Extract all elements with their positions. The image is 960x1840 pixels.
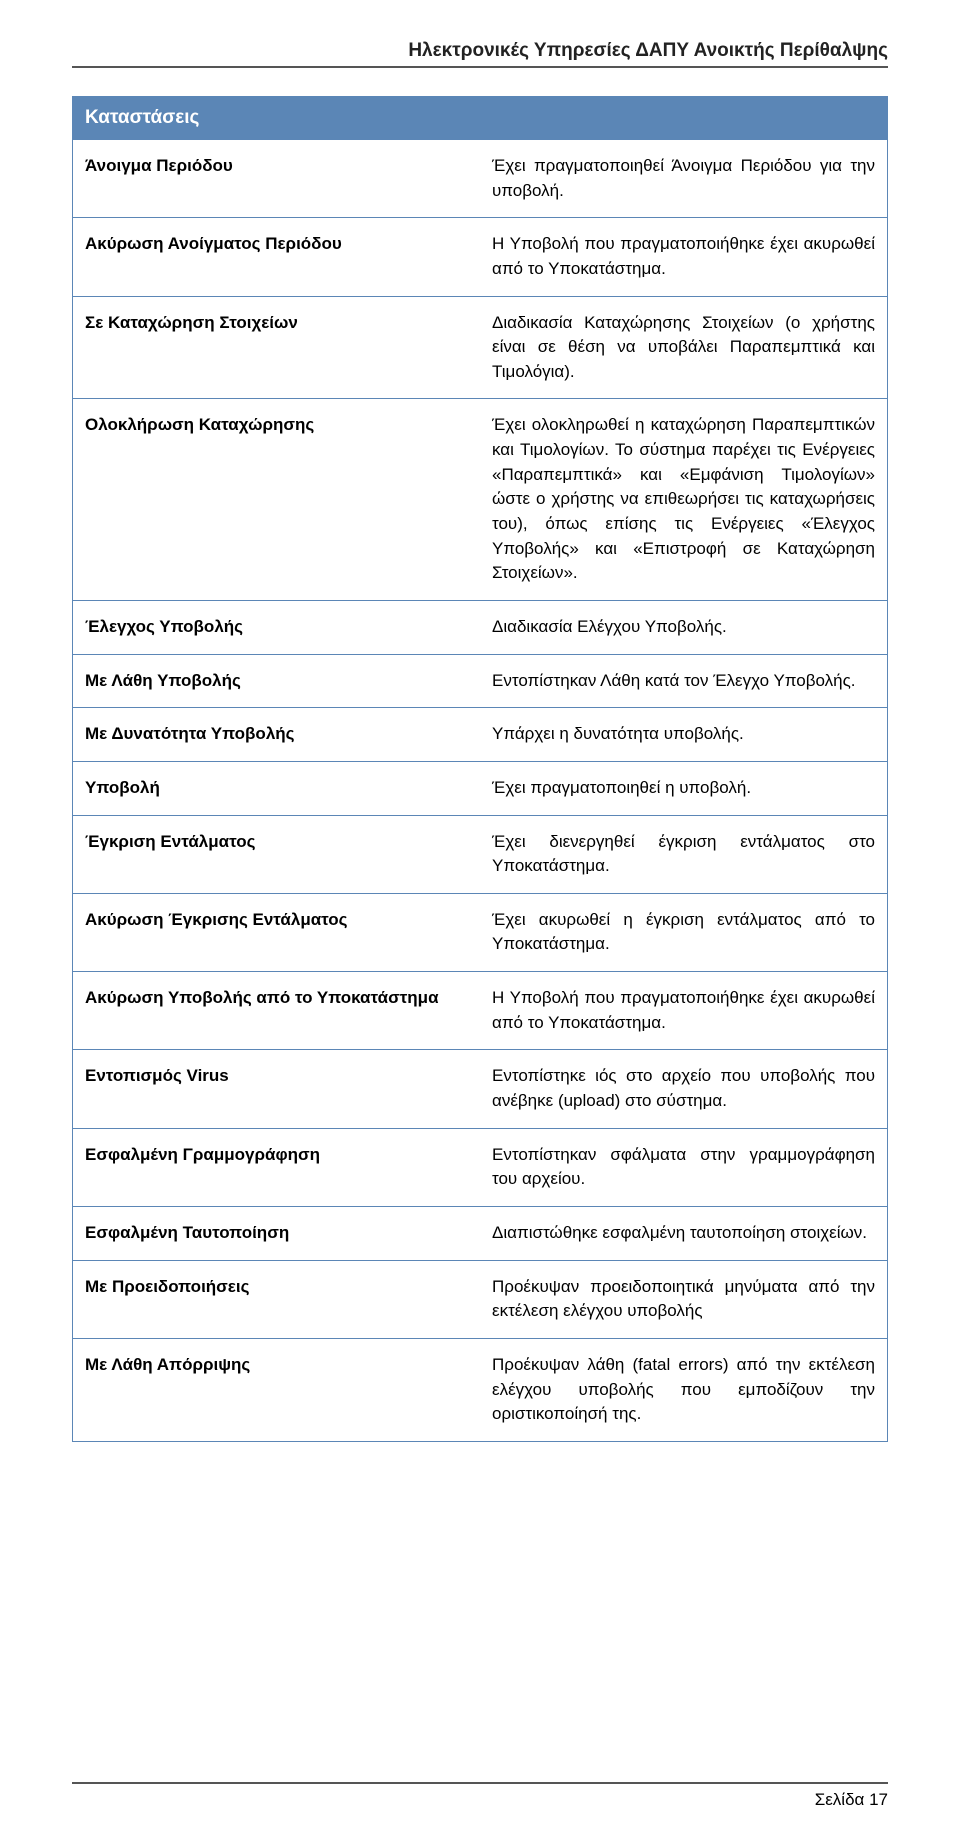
state-term: Έλεγχος Υποβολής xyxy=(73,600,481,654)
table-row: Σε Καταχώρηση ΣτοιχείωνΔιαδικασία Καταχώ… xyxy=(73,296,888,399)
table-row: Ακύρωση Υποβολής από το ΥποκατάστημαΗ Υπ… xyxy=(73,972,888,1050)
state-description: Έχει διενεργηθεί έγκριση εντάλματος στο … xyxy=(480,815,888,893)
page-header-title: Ηλεκτρονικές Υπηρεσίες ΔΑΠΥ Ανοικτής Περ… xyxy=(72,40,888,68)
table-row: Με Λάθη ΑπόρριψηςΠροέκυψαν λάθη (fatal e… xyxy=(73,1338,888,1441)
state-description: Έχει ακυρωθεί η έγκριση εντάλματος από τ… xyxy=(480,893,888,971)
table-row: Έγκριση ΕντάλματοςΈχει διενεργηθεί έγκρι… xyxy=(73,815,888,893)
state-term: Με Προειδοποιήσεις xyxy=(73,1260,481,1338)
state-term: Άνοιγμα Περιόδου xyxy=(73,140,481,218)
state-term: Υποβολή xyxy=(73,761,481,815)
state-description: Η Υποβολή που πραγματοποιήθηκε έχει ακυρ… xyxy=(480,218,888,296)
table-row: ΥποβολήΈχει πραγματοποιηθεί η υποβολή. xyxy=(73,761,888,815)
state-term: Σε Καταχώρηση Στοιχείων xyxy=(73,296,481,399)
table-row: Έλεγχος ΥποβολήςΔιαδικασία Ελέγχου Υποβο… xyxy=(73,600,888,654)
state-term: Εσφαλμένη Γραμμογράφηση xyxy=(73,1128,481,1206)
table-row: Εσφαλμένη ΓραμμογράφησηΕντοπίστηκαν σφάλ… xyxy=(73,1128,888,1206)
state-term: Ακύρωση Υποβολής από το Υποκατάστημα xyxy=(73,972,481,1050)
states-table: Καταστάσεις Άνοιγμα ΠεριόδουΈχει πραγματ… xyxy=(72,96,888,1442)
table-row: Με Δυνατότητα ΥποβολήςΥπάρχει η δυνατότη… xyxy=(73,708,888,762)
state-term: Με Λάθη Υποβολής xyxy=(73,654,481,708)
table-row: Εσφαλμένη ΤαυτοποίησηΔιαπιστώθηκε εσφαλμ… xyxy=(73,1206,888,1260)
state-description: Υπάρχει η δυνατότητα υποβολής. xyxy=(480,708,888,762)
state-description: Διαπιστώθηκε εσφαλμένη ταυτοποίηση στοιχ… xyxy=(480,1206,888,1260)
table-row: Εντοπισμός VirusΕντοπίστηκε ιός στο αρχε… xyxy=(73,1050,888,1128)
state-term: Ολοκλήρωση Καταχώρησης xyxy=(73,399,481,600)
table-row: Ακύρωση Ανοίγματος ΠεριόδουΗ Υποβολή που… xyxy=(73,218,888,296)
state-term: Εσφαλμένη Ταυτοποίηση xyxy=(73,1206,481,1260)
state-description: Προέκυψαν λάθη (fatal errors) από την εκ… xyxy=(480,1338,888,1441)
state-description: Εντοπίστηκαν Λάθη κατά τον Έλεγχο Υποβολ… xyxy=(480,654,888,708)
state-term: Εντοπισμός Virus xyxy=(73,1050,481,1128)
state-description: Έχει ολοκληρωθεί η καταχώρηση Παραπεμπτι… xyxy=(480,399,888,600)
state-description: Διαδικασία Ελέγχου Υποβολής. xyxy=(480,600,888,654)
table-row: Με Λάθη ΥποβολήςΕντοπίστηκαν Λάθη κατά τ… xyxy=(73,654,888,708)
table-row: Άνοιγμα ΠεριόδουΈχει πραγματοποιηθεί Άνο… xyxy=(73,140,888,218)
table-row: Ολοκλήρωση ΚαταχώρησηςΈχει ολοκληρωθεί η… xyxy=(73,399,888,600)
state-description: Έχει πραγματοποιηθεί η υποβολή. xyxy=(480,761,888,815)
state-description: Διαδικασία Καταχώρησης Στοιχείων (ο χρήσ… xyxy=(480,296,888,399)
page-footer-label: Σελίδα 17 xyxy=(72,1782,888,1810)
state-description: Η Υποβολή που πραγματοποιήθηκε έχει ακυρ… xyxy=(480,972,888,1050)
state-term: Έγκριση Εντάλματος xyxy=(73,815,481,893)
state-description: Εντοπίστηκαν σφάλματα στην γραμμογράφηση… xyxy=(480,1128,888,1206)
state-description: Έχει πραγματοποιηθεί Άνοιγμα Περιόδου γι… xyxy=(480,140,888,218)
state-description: Προέκυψαν προειδοποιητικά μηνύματα από τ… xyxy=(480,1260,888,1338)
state-description: Εντοπίστηκε ιός στο αρχείο που υποβολής … xyxy=(480,1050,888,1128)
state-term: Με Λάθη Απόρριψης xyxy=(73,1338,481,1441)
table-row: Ακύρωση Έγκρισης ΕντάλματοςΈχει ακυρωθεί… xyxy=(73,893,888,971)
state-term: Ακύρωση Έγκρισης Εντάλματος xyxy=(73,893,481,971)
state-term: Με Δυνατότητα Υποβολής xyxy=(73,708,481,762)
table-row: Με ΠροειδοποιήσειςΠροέκυψαν προειδοποιητ… xyxy=(73,1260,888,1338)
state-term: Ακύρωση Ανοίγματος Περιόδου xyxy=(73,218,481,296)
states-table-header: Καταστάσεις xyxy=(73,97,888,140)
